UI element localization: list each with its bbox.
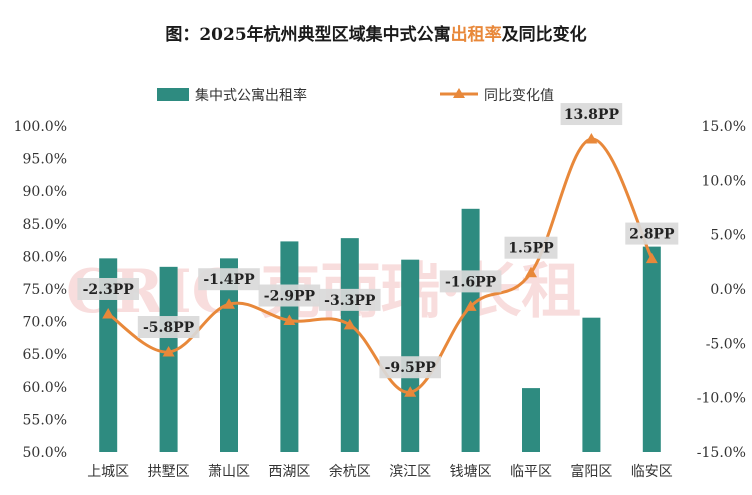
category-label: 滨江区 — [389, 464, 431, 480]
category-label: 上城区 — [87, 464, 129, 480]
bar-8 — [522, 388, 540, 452]
legend-line-marker — [453, 88, 465, 98]
left-axis-tick-label: 55.0% — [23, 412, 67, 428]
category-label: 余杭区 — [329, 463, 371, 480]
data-label-box — [77, 277, 139, 300]
yoy-marker-10 — [645, 252, 658, 264]
legend-line-label: 同比变化值 — [484, 88, 554, 104]
right-axis-tick-label: 10.0% — [702, 173, 746, 189]
data-label: 2.8PP — [629, 227, 675, 243]
data-label: -9.5PP — [385, 360, 437, 376]
data-label-box — [439, 270, 502, 293]
right-axis-tick-label: 15.0% — [702, 119, 746, 135]
left-axis-tick-label: 50.0% — [23, 445, 67, 461]
left-axis-tick-label: 65.0% — [23, 347, 67, 363]
category-label: 拱墅区 — [148, 464, 190, 480]
left-axis-tick-label: 80.0% — [23, 249, 67, 265]
left-axis-tick-label: 60.0% — [23, 380, 67, 396]
category-label: 西湖区 — [268, 464, 310, 480]
title-prefix: 图：2025年杭州典型区域集中式公寓 — [165, 25, 451, 45]
data-label: 1.5PP — [508, 241, 554, 257]
data-label-box — [504, 236, 558, 259]
data-label-box — [198, 268, 260, 291]
data-label: -1.4PP — [203, 272, 255, 288]
right-axis-tick-label: -10.0% — [697, 391, 746, 407]
category-label: 富阳区 — [570, 463, 612, 480]
data-label: -2.9PP — [264, 289, 316, 305]
bar-2 — [159, 266, 178, 452]
bar-6 — [401, 259, 420, 452]
title-highlight: 出租率 — [450, 25, 502, 45]
category-label: 萧山区 — [208, 464, 250, 480]
bar-10 — [642, 246, 661, 452]
data-label: -3.3PP — [324, 293, 376, 309]
yoy-marker-7 — [464, 300, 477, 311]
category-label: 钱塘区 — [450, 464, 492, 480]
left-axis-tick-label: 95.0% — [23, 152, 67, 168]
data-label-box — [258, 284, 321, 307]
right-axis-tick-label: -5.0% — [706, 336, 746, 352]
yoy-marker-8 — [525, 266, 537, 278]
yoy-marker-9 — [585, 133, 598, 144]
data-label: 13.8PP — [564, 107, 620, 123]
data-label: -5.8PP — [143, 320, 195, 336]
right-axis-tick-label: -15.0% — [697, 445, 746, 461]
yoy-marker-5 — [343, 318, 356, 330]
data-label-box — [137, 316, 200, 339]
yoy-marker-2 — [162, 346, 175, 357]
bar-9 — [582, 317, 601, 452]
right-axis-tick-label: 5.0% — [710, 228, 746, 244]
bar-4 — [280, 241, 299, 452]
yoy-marker-4 — [283, 314, 296, 326]
chart-title: 图：2025年杭州典型区域集中式公寓出租率及同比变化 — [0, 20, 752, 45]
legend-bar-swatch — [157, 88, 189, 101]
left-axis-tick-label: 90.0% — [23, 184, 67, 200]
data-label: -1.6PP — [445, 274, 497, 290]
data-label-box — [379, 356, 441, 379]
data-label: -2.3PP — [83, 282, 135, 298]
data-label-box — [319, 288, 381, 311]
legend-bar-label: 集中式公寓出租率 — [195, 87, 307, 104]
left-axis-tick-label: 100.0% — [14, 119, 67, 135]
yoy-marker-1 — [102, 307, 115, 319]
left-axis-tick-label: 85.0% — [23, 217, 67, 233]
category-label: 临安区 — [631, 464, 673, 480]
legend: 集中式公寓出租率 同比变化值 — [157, 87, 554, 104]
left-axis-tick-label: 70.0% — [23, 315, 67, 331]
data-label-box — [625, 222, 679, 245]
bar-1 — [99, 258, 118, 452]
title-suffix: 及同比变化 — [501, 25, 587, 45]
data-label-box — [560, 103, 623, 126]
bar-7 — [461, 208, 480, 452]
category-label: 临平区 — [510, 464, 552, 480]
bar-5 — [340, 238, 359, 452]
left-axis-tick-label: 75.0% — [23, 282, 67, 298]
yoy-marker-6 — [404, 386, 417, 397]
yoy-marker-3 — [223, 298, 235, 309]
right-axis-tick-label: 0.0% — [710, 282, 746, 298]
